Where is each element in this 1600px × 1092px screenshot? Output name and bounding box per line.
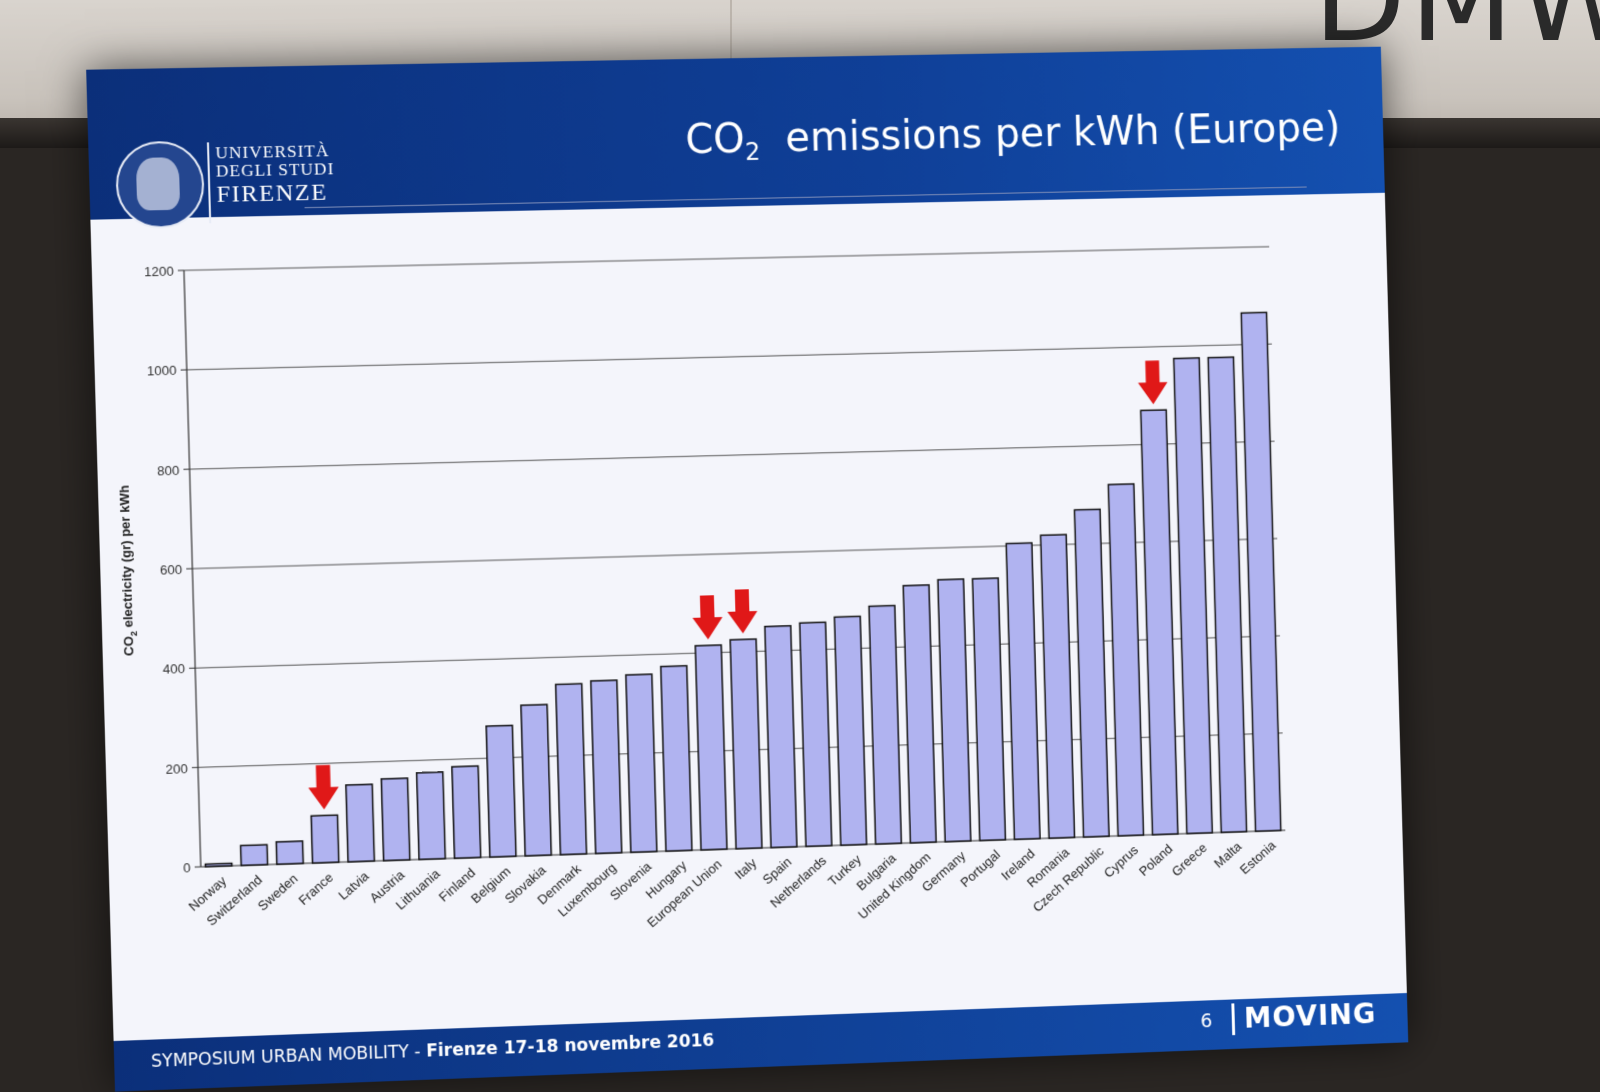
y-tick-label: 200: [165, 761, 188, 777]
x-tick-label: Italy: [732, 855, 760, 882]
slide: UNIVERSITÀ DEGLI STUDI FIRENZE CO2 emiss…: [86, 47, 1408, 1092]
bar-bulgaria: [869, 606, 901, 845]
y-tick-label: 1200: [144, 264, 174, 280]
y-axis-label-main: CO: [121, 636, 137, 656]
bar-austria: [381, 778, 410, 861]
bar-germany: [938, 579, 971, 842]
bar-european-union: [695, 645, 727, 850]
bar-malta: [1208, 357, 1247, 832]
bar-portugal: [973, 578, 1006, 840]
bar-greece: [1174, 358, 1213, 834]
gridline: [184, 247, 1269, 271]
y-axis-label: CO2 electricity (gr) per kWh: [116, 485, 139, 656]
x-tick-label: Sweden: [255, 871, 301, 914]
highlight-arrow-icon: [1137, 360, 1168, 404]
bar-norway: [205, 863, 232, 866]
gridline: [187, 344, 1272, 370]
highlight-arrow-icon: [308, 765, 340, 810]
bar-luxembourg: [591, 680, 622, 853]
x-tick-label: Latvia: [335, 868, 372, 903]
projection-screen: UNIVERSITÀ DEGLI STUDI FIRENZE CO2 emiss…: [86, 47, 1408, 1092]
bar-slovakia: [521, 705, 551, 856]
brand-logo: MOVING: [1231, 998, 1377, 1035]
bar-slovenia: [626, 674, 657, 852]
bar-ireland: [1006, 543, 1040, 840]
emissions-bar-chart: 0 200 400 600 800 1000 1200 CO2 electricity (gr…: [86, 47, 1407, 1042]
y-tick-label: 600: [160, 562, 183, 578]
x-tick-label: Greece: [1169, 840, 1210, 879]
bar-poland: [1141, 410, 1178, 835]
bar-romania: [1041, 535, 1075, 839]
bar-france: [311, 815, 339, 863]
bar-finland: [452, 766, 481, 858]
y-tick-label: 400: [163, 661, 186, 677]
gridline: [190, 441, 1275, 469]
footer-event-date: Firenze 17-18 novembre 2016: [426, 1031, 715, 1062]
bar-turkey: [834, 616, 866, 845]
bar-estonia: [1241, 312, 1281, 831]
bar-italy: [730, 639, 762, 849]
x-tick-label: Cyprus: [1101, 842, 1141, 881]
bar-hungary: [661, 666, 692, 851]
bar-lithuania: [417, 772, 446, 859]
x-tick-label: Portugal: [957, 847, 1003, 890]
footer-event-text: SYMPOSIUM URBAN MOBILITY - Firenze 17-18…: [151, 1031, 715, 1072]
bar-denmark: [556, 684, 587, 855]
bar-spain: [765, 626, 797, 848]
highlight-arrow-icon: [727, 589, 758, 634]
bar-sweden: [276, 841, 303, 864]
page-number: 6: [1200, 1010, 1212, 1032]
y-tick-label: 800: [157, 462, 180, 478]
y-tick-label: 0: [183, 860, 191, 875]
footer-event: SYMPOSIUM URBAN MOBILITY -: [151, 1042, 427, 1073]
x-tick-label: Poland: [1136, 841, 1175, 879]
bar-netherlands: [800, 622, 832, 846]
bar-united-kingdom: [903, 585, 936, 843]
bar-latvia: [346, 784, 374, 862]
highlight-arrow-icon: [692, 595, 723, 640]
bar-czech-republic: [1075, 509, 1110, 837]
bar-switzerland: [241, 845, 268, 866]
x-tick-label: Estonia: [1237, 837, 1279, 877]
x-tick-label: France: [295, 870, 336, 908]
y-tick-label: 1000: [147, 363, 177, 379]
bar-belgium: [486, 725, 516, 857]
bar-cyprus: [1108, 484, 1143, 836]
y-axis-label-rest: electricity (gr) per kWh: [116, 485, 135, 632]
